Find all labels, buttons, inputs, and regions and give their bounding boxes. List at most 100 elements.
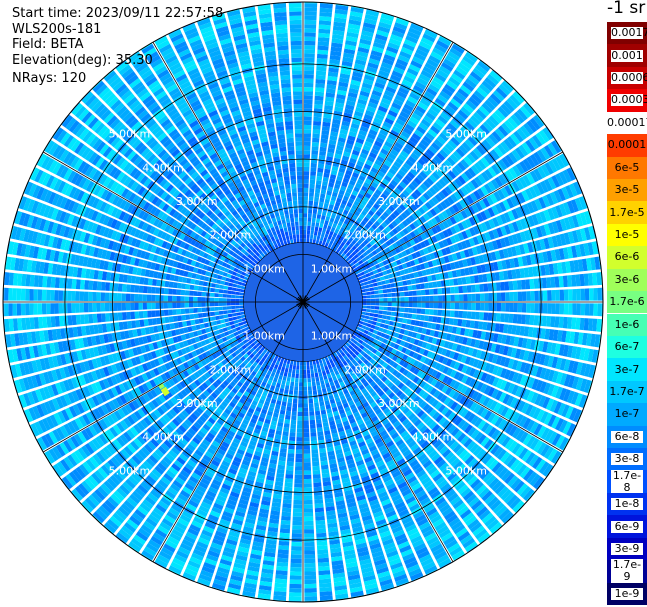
- data-cell: [575, 274, 581, 287]
- data-cell: [362, 251, 368, 257]
- data-cell: [409, 260, 416, 267]
- data-cell: [409, 272, 415, 279]
- data-cell: [416, 226, 424, 234]
- data-cell: [492, 228, 500, 239]
- data-cell: [493, 191, 502, 202]
- data-cell: [363, 113, 374, 121]
- data-cell: [431, 323, 437, 330]
- data-cell: [487, 312, 493, 321]
- data-cell: [347, 27, 360, 34]
- data-cell: [285, 414, 291, 420]
- data-cell: [484, 99, 496, 111]
- data-cell: [539, 238, 546, 251]
- data-cell: [544, 264, 551, 276]
- data-cell: [521, 291, 527, 301]
- data-cell: [334, 9, 348, 15]
- data-cell: [337, 171, 345, 178]
- data-cell: [514, 147, 525, 159]
- data-cell: [354, 242, 360, 248]
- data-cell: [365, 203, 373, 210]
- data-cell: [368, 316, 374, 321]
- data-cell: [507, 210, 516, 221]
- data-cell: [515, 268, 521, 279]
- data-cell: [446, 196, 455, 205]
- data-cell: [341, 181, 348, 188]
- data-cell: [317, 41, 330, 47]
- data-cell: [399, 269, 405, 276]
- data-cell: [378, 224, 385, 231]
- data-cell: [540, 147, 551, 160]
- data-cell: [379, 182, 387, 189]
- data-cell: [324, 168, 331, 174]
- data-cell: [496, 227, 504, 238]
- data-cell: [461, 319, 467, 327]
- data-cell: [369, 185, 377, 192]
- data-cell: [480, 222, 488, 232]
- data-cell: [354, 270, 360, 275]
- data-cell: [388, 237, 395, 244]
- data-cell: [331, 123, 340, 129]
- data-cell: [444, 279, 450, 287]
- data-cell: [406, 31, 420, 40]
- data-cell: [539, 353, 546, 366]
- data-cell: [447, 122, 458, 133]
- data-cell: [425, 254, 432, 261]
- data-cell: [399, 257, 406, 264]
- data-cell: [390, 179, 399, 187]
- data-cell: [367, 258, 373, 264]
- data-cell: [553, 190, 562, 203]
- data-cell: [405, 99, 416, 109]
- data-cell: [304, 571, 317, 576]
- data-cell: [290, 377, 295, 383]
- data-cell: [355, 196, 362, 203]
- data-cell: [303, 399, 308, 404]
- data-cell: [495, 239, 503, 249]
- data-cell: [543, 354, 550, 367]
- data-cell: [365, 249, 372, 255]
- data-cell: [321, 413, 328, 419]
- data-cell: [314, 494, 323, 500]
- data-cell: [393, 254, 400, 261]
- data-cell: [386, 311, 392, 316]
- data-cell: [395, 232, 402, 240]
- data-cell: [411, 265, 418, 272]
- data-cell: [480, 157, 490, 168]
- data-cell: [464, 138, 475, 149]
- data-cell: [403, 285, 409, 291]
- data-cell: [486, 252, 493, 262]
- data-cell: [535, 212, 543, 225]
- data-cell: [477, 174, 487, 185]
- data-cell: [458, 302, 464, 310]
- data-cell: [399, 203, 407, 212]
- data-cell: [314, 507, 325, 513]
- data-cell: [337, 141, 345, 147]
- data-cell: [362, 302, 367, 306]
- data-cell: [303, 99, 313, 105]
- data-cell: [531, 365, 539, 377]
- data-cell: [427, 260, 434, 268]
- data-cell: [335, 243, 340, 249]
- data-cell: [365, 288, 371, 292]
- data-cell: [405, 123, 415, 132]
- data-cell: [338, 133, 347, 139]
- data-cell: [303, 478, 312, 484]
- data-cell: [398, 222, 406, 230]
- data-cell: [328, 139, 337, 146]
- data-cell: [531, 227, 539, 239]
- data-cell: [332, 118, 341, 125]
- data-cell: [477, 159, 487, 170]
- data-cell: [447, 101, 459, 112]
- data-cell: [480, 171, 490, 182]
- data-cell: [394, 22, 408, 31]
- data-cell: [409, 223, 416, 231]
- data-cell: [334, 201, 341, 208]
- data-cell: [343, 228, 349, 235]
- data-cell: [321, 241, 326, 247]
- data-cell: [467, 181, 476, 191]
- data-cell: [313, 201, 319, 206]
- data-cell: [331, 191, 338, 198]
- data-cell: [550, 249, 557, 262]
- data-cell: [507, 235, 515, 246]
- data-cell: [457, 277, 463, 285]
- data-cell: [488, 302, 493, 312]
